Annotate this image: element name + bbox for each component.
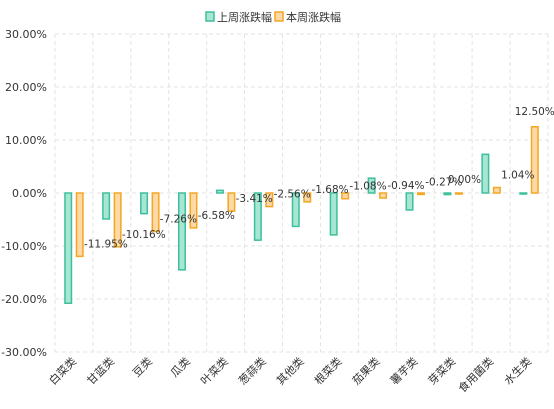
- x-tick-label: 瓜类: [167, 354, 192, 379]
- bar-this-week: [492, 186, 501, 194]
- data-label: -6.58%: [198, 210, 235, 222]
- x-tick-label: 葱蒜类: [235, 354, 268, 387]
- legend[interactable]: 上周涨跌幅 本周涨跌幅: [205, 10, 341, 24]
- bar-last-week: [481, 153, 490, 194]
- data-label: -11.95%: [84, 238, 128, 250]
- x-tick-label: 白菜类: [46, 354, 79, 387]
- y-tick-label: 30.00%: [5, 28, 47, 41]
- bar-this-week: [75, 192, 84, 258]
- bar-last-week: [102, 192, 111, 220]
- x-tick-label: 芽菜类: [425, 354, 458, 387]
- y-tick-label: -20.00%: [1, 293, 47, 306]
- legend-label: 本周涨跌幅: [286, 10, 341, 24]
- data-label: -1.08%: [349, 181, 386, 193]
- bars: [64, 126, 539, 304]
- y-tick-label: -10.00%: [1, 240, 47, 253]
- data-label: -10.16%: [122, 229, 166, 241]
- x-tick-label: 食用菌类: [455, 354, 496, 395]
- bar-last-week: [329, 192, 338, 236]
- bar-this-week: [227, 192, 236, 212]
- data-labels: -11.95%-10.16%-7.26% -6.58%-3.41% -2.56% -1…: [84, 106, 554, 251]
- data-label: 1.04%: [501, 169, 534, 181]
- data-label: 0.00%: [448, 174, 481, 186]
- x-tick-label: 根菜类: [311, 354, 344, 387]
- data-label: -7.26%: [160, 213, 197, 225]
- bar-this-week: [265, 192, 274, 208]
- x-tick-label: 水生类: [501, 354, 534, 387]
- y-tick-label: 10.00%: [5, 134, 47, 147]
- data-label: -3.41%: [236, 193, 273, 205]
- data-label: 12.50%: [515, 106, 554, 118]
- x-tick-label: 其他类: [273, 354, 306, 387]
- x-tick-label: 茄果类: [349, 354, 382, 387]
- data-label: -2.56%: [274, 189, 311, 201]
- bar-this-week: [341, 192, 350, 200]
- y-tick-label: 20.00%: [5, 81, 47, 94]
- bar-last-week: [367, 177, 376, 194]
- grid-lines: [54, 33, 549, 353]
- bar-last-week: [215, 189, 224, 194]
- bar-this-week: [379, 192, 388, 199]
- bar-last-week: [140, 192, 149, 215]
- x-tick-label: 甘蓝类: [84, 354, 117, 387]
- bar-last-week: [291, 192, 300, 228]
- x-tick-label: 豆类: [129, 354, 154, 379]
- bar-last-week: [443, 192, 452, 196]
- data-label: -0.27%: [425, 176, 462, 188]
- bar-this-week: [530, 126, 539, 194]
- data-label: -1.68%: [312, 184, 349, 196]
- y-tick-label: 0.00%: [12, 187, 47, 200]
- bar-last-week: [253, 192, 262, 241]
- bar-last-week: [177, 192, 186, 271]
- bar-this-week: [151, 192, 160, 233]
- bar-this-week: [303, 192, 312, 203]
- x-tick-label: 叶菜类: [198, 354, 231, 387]
- y-axis: 30.00% 20.00% 10.00% 0.00% -10.00% -20.00% -30…: [1, 28, 47, 359]
- legend-swatch: [205, 11, 215, 22]
- legend-swatch: [274, 11, 284, 22]
- x-tick-label: 薯芋类: [387, 354, 420, 387]
- bar-last-week: [405, 192, 414, 211]
- y-tick-label: -30.00%: [1, 346, 47, 359]
- bar-this-week: [189, 192, 198, 229]
- legend-label: 上周涨跌幅: [217, 10, 272, 24]
- bar-last-week: [519, 192, 528, 195]
- bar-this-week: [417, 192, 426, 196]
- bar-this-week: [113, 192, 122, 248]
- data-label: -0.94%: [387, 180, 424, 192]
- bar-this-week: [454, 192, 463, 195]
- bar-last-week: [64, 192, 73, 304]
